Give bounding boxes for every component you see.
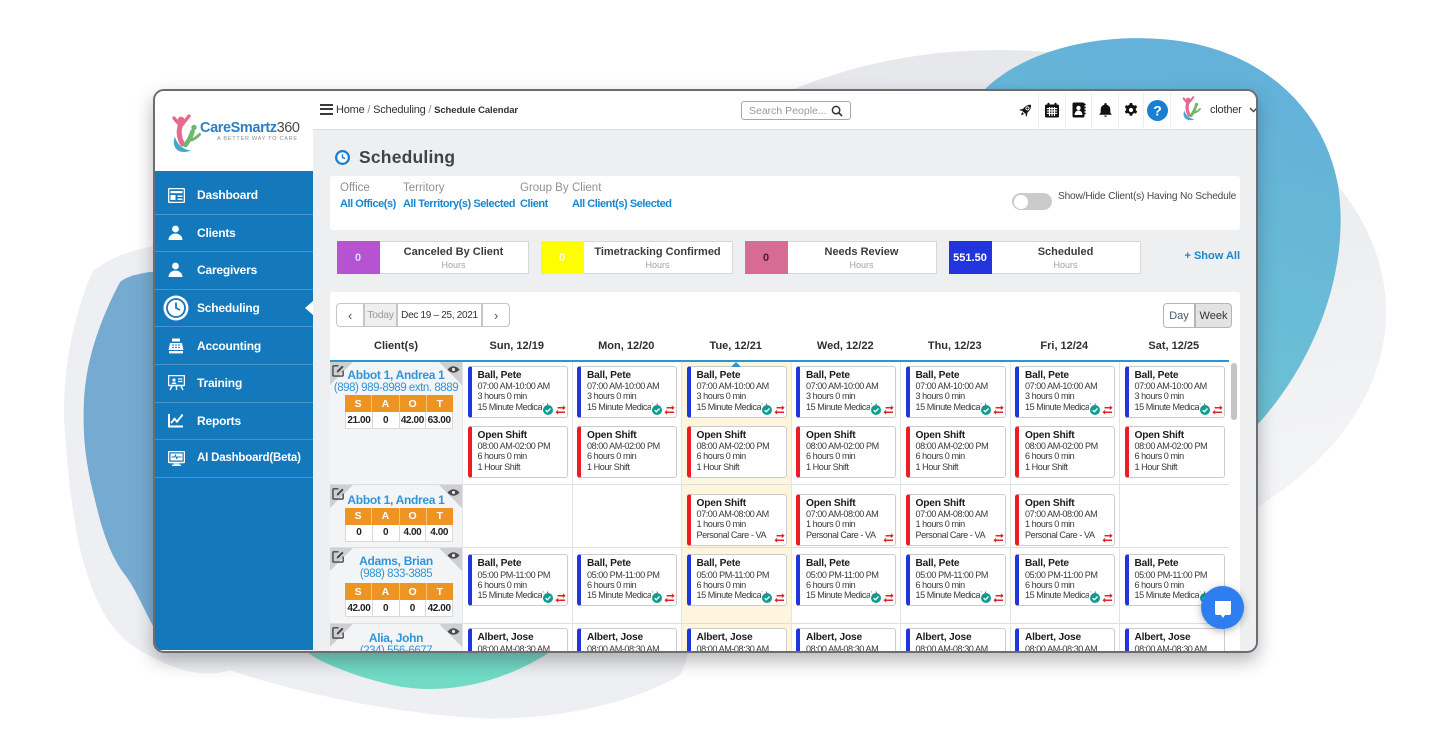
svg-text:?: ? [1153,102,1162,118]
